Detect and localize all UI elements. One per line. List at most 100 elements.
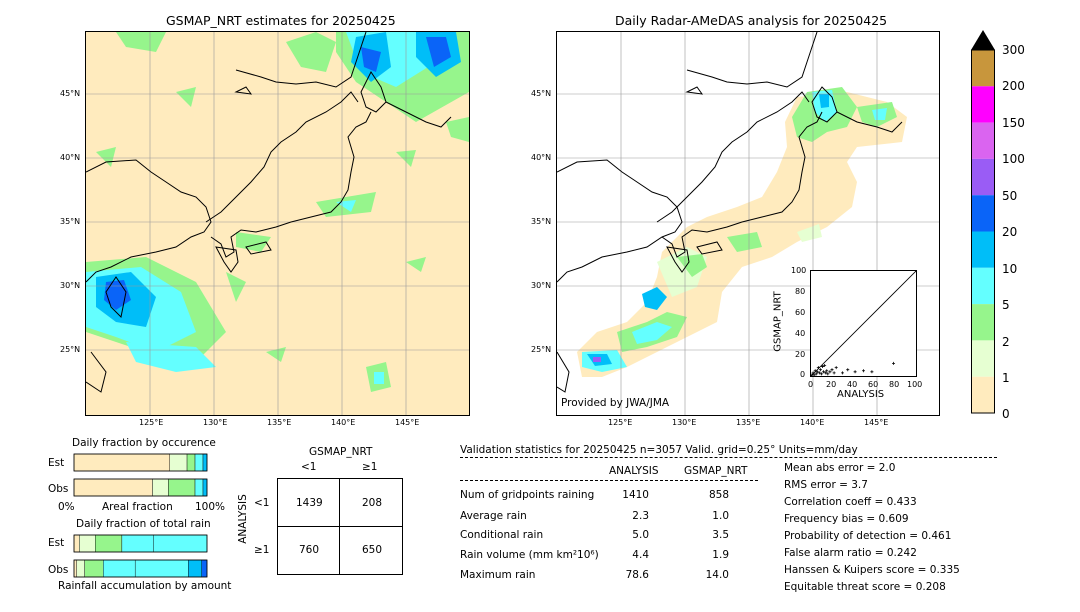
score-line: Frequency bias = 0.609 xyxy=(784,513,909,525)
occurrence-bar-segment xyxy=(202,478,208,497)
scatter-point xyxy=(862,369,865,373)
scatter-point xyxy=(826,372,830,376)
validation-divider xyxy=(460,457,997,458)
validation-col-divider xyxy=(460,480,758,481)
scatter-point xyxy=(828,370,832,374)
right-lon-tick-135: 135°E xyxy=(736,418,761,427)
left-map-grid xyxy=(86,32,469,415)
contingency-row-lt1: <1 xyxy=(254,497,270,509)
cbar-label-50: 50 xyxy=(1002,189,1018,203)
validation-row-analysis: 2.3 xyxy=(632,510,649,522)
rain-fraction-bar-segment xyxy=(76,559,85,578)
scatter-ytick-60: 60 xyxy=(795,308,806,317)
scatter-point xyxy=(816,366,820,370)
scatter-diagonal xyxy=(811,271,916,376)
validation-row-analysis: 5.0 xyxy=(632,529,649,541)
scatter-point xyxy=(820,372,823,376)
rain-fraction-row-est: Est xyxy=(48,537,65,549)
scatter-xtick-100: 100 xyxy=(907,380,923,389)
rain-fraction-bar-segment xyxy=(153,534,208,553)
score-line: Probability of detection = 0.461 xyxy=(784,530,952,542)
scatter-ytick-20: 20 xyxy=(795,350,806,359)
contingency-table: 1439 208 760 650 xyxy=(277,478,403,575)
validation-row-gsmap: 14.0 xyxy=(705,569,729,581)
right-lat-tick-35: 35°N xyxy=(531,217,552,226)
scatter-point xyxy=(823,364,827,367)
occurrence-bar-segment xyxy=(73,478,153,497)
score-line: Mean abs error = 2.0 xyxy=(784,462,896,474)
right-map-title: Daily Radar-AMeDAS analysis for 20250425 xyxy=(615,13,888,28)
left-lat-tick-45: 45°N xyxy=(60,89,81,98)
colorbar-segment xyxy=(971,122,995,159)
occurrence-row-obs: Obs xyxy=(48,483,69,495)
occurrence-bar-segment xyxy=(186,453,196,472)
scatter-point xyxy=(841,371,844,375)
occurrence-bar-segment xyxy=(168,478,196,497)
validation-row-label: Num of gridpoints raining xyxy=(460,489,595,501)
scatter-xtick-40: 40 xyxy=(847,380,858,389)
colorbar xyxy=(971,30,995,414)
left-lon-tick-125: 125°E xyxy=(139,418,164,427)
scatter-ylabel: GSMAP_NRT xyxy=(772,291,784,352)
scatter-ytick-40: 40 xyxy=(795,329,806,338)
left-lon-tick-135: 135°E xyxy=(267,418,292,427)
scatter-point xyxy=(846,368,850,372)
colorbar-extend-arrow xyxy=(971,30,995,50)
validation-col-analysis: ANALYSIS xyxy=(609,465,659,477)
left-map-canvas xyxy=(86,32,469,415)
validation-col-gsmap: GSMAP_NRT xyxy=(684,465,748,477)
validation-row-gsmap: 1.9 xyxy=(712,549,729,561)
occurrence-axis-left: 0% xyxy=(58,501,75,513)
left-map-title: GSMAP_NRT estimates for 20250425 xyxy=(166,13,396,28)
scatter-point xyxy=(853,370,857,374)
scatter-point xyxy=(812,373,816,376)
score-line: Correlation coeff = 0.433 xyxy=(784,496,917,508)
scatter-point xyxy=(818,368,822,372)
occurrence-axis-right: 100% xyxy=(195,501,226,513)
scatter-xtick-60: 60 xyxy=(868,380,879,389)
left-lon-tick-145: 145°E xyxy=(395,418,420,427)
colorbar-segment xyxy=(971,195,995,232)
scatter-point xyxy=(870,370,874,374)
colorbar-segment xyxy=(971,267,995,305)
left-map xyxy=(85,31,470,416)
cbar-label-100: 100 xyxy=(1002,152,1025,166)
left-map-rain-patches xyxy=(86,32,469,392)
right-lon-tick-145: 145°E xyxy=(864,418,889,427)
occurrence-bar-segment xyxy=(169,453,188,472)
scatter-point xyxy=(814,372,818,376)
validation-row-label: Maximum rain xyxy=(460,569,536,581)
validation-row-analysis: 4.4 xyxy=(632,549,649,561)
score-line: False alarm ratio = 0.242 xyxy=(784,547,917,559)
contingency-row-ge1: ≥1 xyxy=(254,544,270,556)
rain-fraction-footer: Rainfall accumulation by amount xyxy=(58,580,232,592)
colorbar-segment xyxy=(971,376,995,413)
right-lat-tick-45: 45°N xyxy=(531,89,552,98)
scatter-point xyxy=(822,370,826,374)
scatter-point xyxy=(815,370,819,374)
scatter-point xyxy=(821,365,825,369)
contingency-cell-11: 650 xyxy=(362,544,383,556)
scatter-point xyxy=(830,368,834,372)
colorbar-segment xyxy=(971,158,995,196)
right-lon-tick-125: 125°E xyxy=(608,418,633,427)
cbar-label-0: 0 xyxy=(1002,407,1010,421)
colorbar-segment xyxy=(971,50,995,87)
right-lon-tick-130: 130°E xyxy=(672,418,697,427)
contingency-col-title: GSMAP_NRT xyxy=(309,446,373,458)
rain-fraction-bar-segment xyxy=(134,559,189,578)
rain-fraction-bar-segment xyxy=(121,534,155,553)
colorbar-segment xyxy=(971,231,995,268)
occurrence-bars xyxy=(73,453,208,497)
rain-fraction-bar-frame xyxy=(73,559,208,578)
scatter-point xyxy=(817,371,821,375)
occurrence-bar-segment xyxy=(73,453,170,472)
cbar-label-2: 2 xyxy=(1002,335,1010,349)
right-lat-tick-40: 40°N xyxy=(531,153,552,162)
score-line: Equitable threat score = 0.208 xyxy=(784,581,946,593)
left-lon-tick-130: 130°E xyxy=(203,418,228,427)
right-lat-tick-30: 30°N xyxy=(531,281,552,290)
cbar-label-5: 5 xyxy=(1002,298,1010,312)
occurrence-row-est: Est xyxy=(48,457,65,469)
scatter-ytick-100: 100 xyxy=(791,266,807,275)
